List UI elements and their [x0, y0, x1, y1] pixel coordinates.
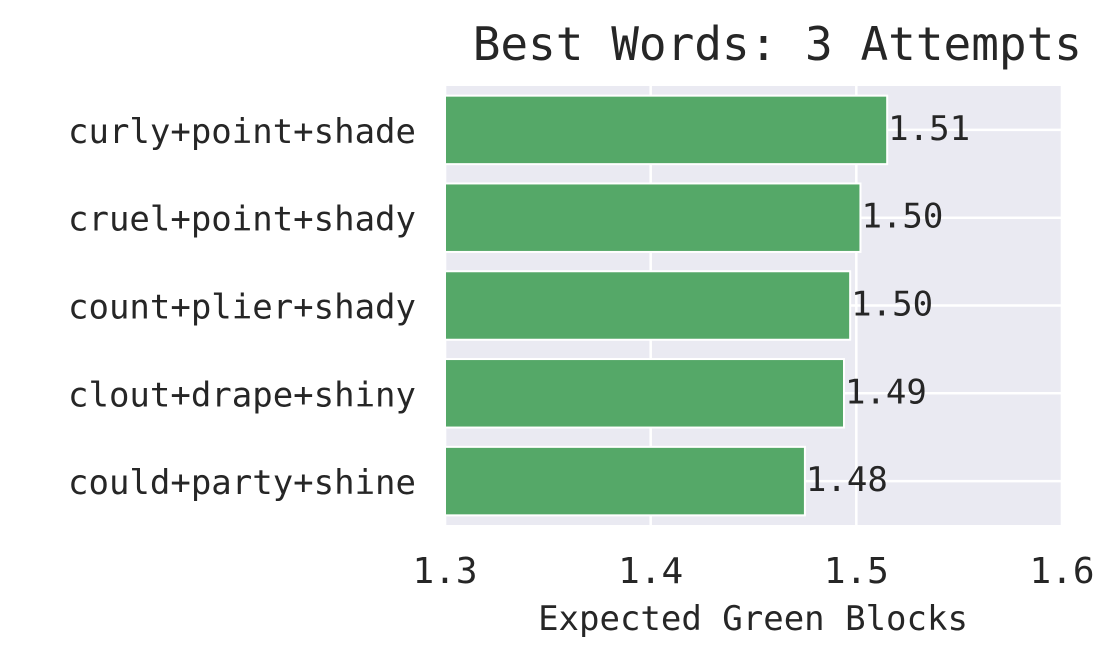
category-label: clout+drape+shiny	[68, 375, 416, 415]
x-axis-label: Expected Green Blocks	[538, 599, 968, 639]
data-label: 1.50	[851, 285, 933, 325]
bar	[444, 445, 806, 517]
data-labels: 1.51 1.50 1.50 1.49 1.48	[806, 109, 970, 500]
category-label: cruel+point+shady	[68, 200, 416, 240]
bar	[444, 94, 889, 166]
category-label: curly+point+shade	[68, 112, 416, 152]
data-label: 1.48	[806, 460, 888, 500]
x-tick-labels: 1.3 1.4 1.5 1.6	[412, 551, 1094, 592]
x-tick-label: 1.4	[618, 551, 683, 592]
bar	[444, 182, 862, 253]
data-label: 1.51	[888, 109, 970, 149]
x-tick-label: 1.5	[824, 551, 889, 592]
category-label: could+party+shine	[68, 463, 416, 503]
bars	[444, 94, 889, 517]
category-labels: curly+point+shade cruel+point+shady count+…	[68, 112, 416, 503]
data-label: 1.49	[845, 372, 927, 412]
bar	[444, 358, 845, 429]
data-label: 1.50	[861, 197, 943, 237]
x-tick-label: 1.3	[412, 551, 477, 592]
chart-title: Best Words: 3 Attempts	[473, 17, 1082, 71]
category-label: count+plier+shady	[68, 288, 416, 328]
bar	[444, 270, 852, 341]
x-tick-label: 1.6	[1029, 551, 1094, 592]
